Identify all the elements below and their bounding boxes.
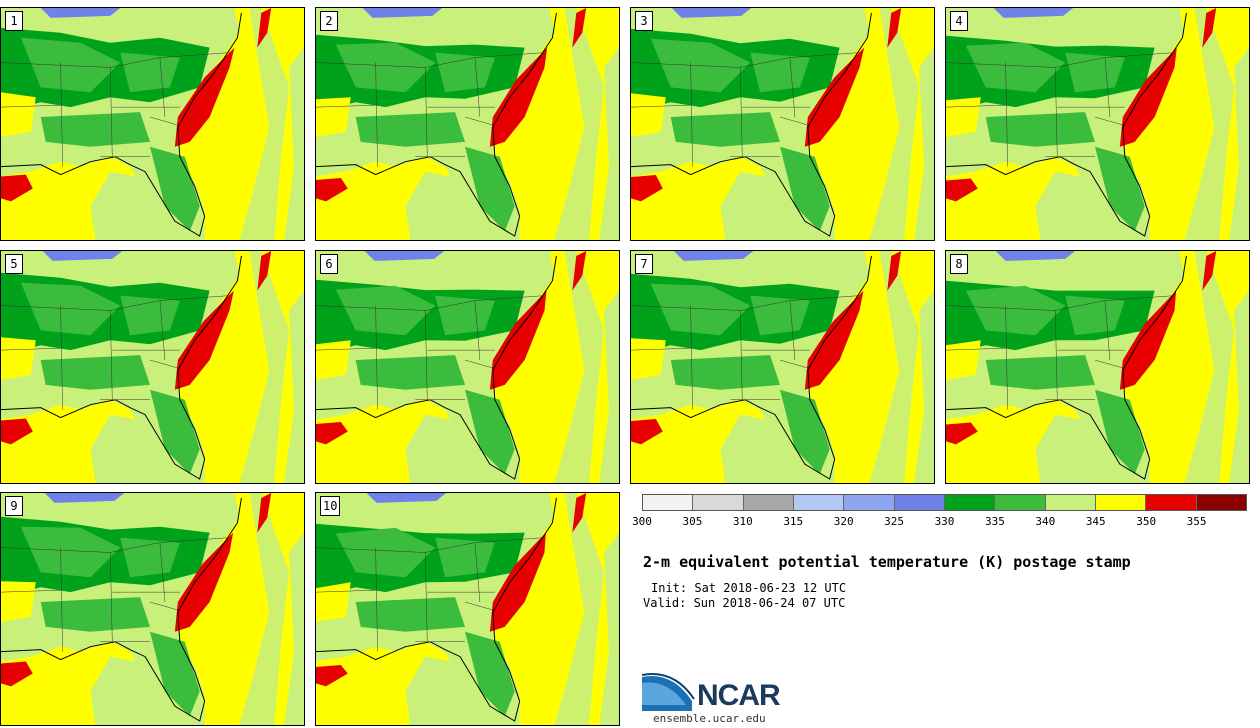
colorbar-tick-label: 315 [783,515,804,528]
colorbar-swatch [693,495,744,510]
colorbar-tick-label: 310 [732,515,753,528]
map-stamp-4: 4 [945,7,1250,241]
ncar-logo-text: NCAR [697,679,781,712]
map-stamp-8: 8 [945,250,1250,484]
stamp-number-label: 3 [635,11,653,31]
stamp-number-label: 10 [320,496,341,516]
stamp-number-label: 7 [635,254,653,274]
colorbar-tick-label: 325 [884,515,905,528]
stamp-number-label: 2 [320,11,338,31]
map-stamp-6: 6 [315,250,620,484]
colorbar [642,494,1247,511]
stamp-number-label: 5 [5,254,23,274]
map-stamp-3: 3 [630,7,935,241]
map-stamp-9: 9 [0,492,305,726]
site-url[interactable]: ensemble.ucar.edu [653,712,766,725]
colorbar-swatch [1196,495,1246,510]
map-stamp-10: 10 [315,492,620,726]
colorbar-swatch [643,495,694,510]
colorbar-swatch [743,495,794,510]
colorbar-swatch [1045,495,1096,510]
colorbar-swatch [995,495,1046,510]
colorbar-tick-label: 345 [1085,515,1106,528]
stamp-number-label: 4 [950,11,968,31]
stamp-number-label: 9 [5,496,23,516]
stamp-number-label: 1 [5,11,23,31]
page-title: 2-m equivalent potential temperature (K)… [643,553,1131,571]
map-stamp-1: 1 [0,7,305,241]
stamp-number-label: 6 [320,254,338,274]
stamp-number-label: 8 [950,254,968,274]
valid-time: Valid: Sun 2018-06-24 07 UTC [643,596,846,610]
colorbar-swatch [793,495,845,510]
colorbar-swatch [944,495,996,510]
map-stamp-2: 2 [315,7,620,241]
colorbar-tick-label: 305 [682,515,703,528]
colorbar-swatch [844,495,895,510]
map-stamp-7: 7 [630,250,935,484]
init-time: Init: Sat 2018-06-23 12 UTC [651,581,847,595]
colorbar-tick-label: 355 [1186,515,1207,528]
colorbar-tick-label: 330 [934,515,955,528]
colorbar-tick-label: 300 [632,515,652,528]
map-stamp-5: 5 [0,250,305,484]
colorbar-ticks: 300 305 310 315 320 325 330 335 340 345 350 355 [632,515,1247,529]
colorbar-tick-label: 340 [1035,515,1056,528]
colorbar-tick-label: 350 [1136,515,1157,528]
colorbar-tick-label: 320 [833,515,854,528]
colorbar-tick-label: 335 [984,515,1005,528]
colorbar-swatch [1146,495,1197,510]
ncar-logo-icon [642,673,695,711]
colorbar-swatch [1095,495,1147,510]
colorbar-swatch [894,495,945,510]
